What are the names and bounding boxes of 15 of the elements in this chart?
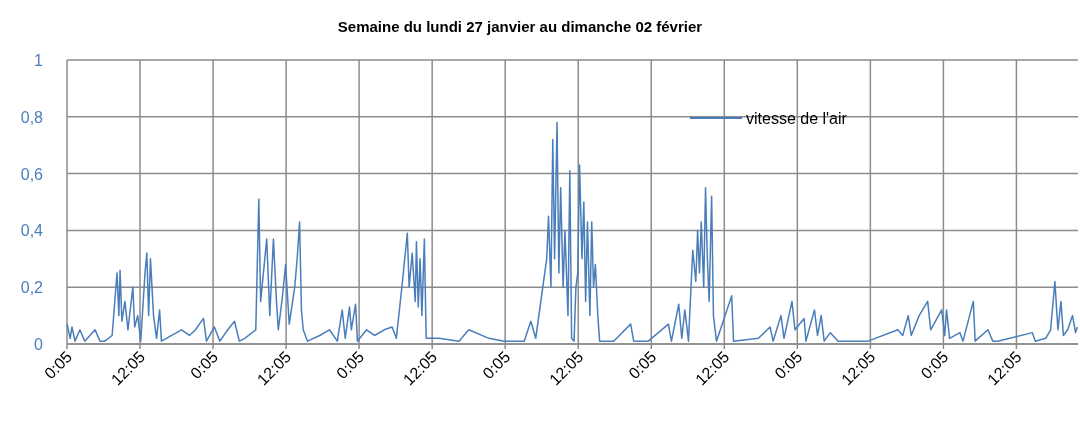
y-tick-label: 0,2 [20, 279, 44, 297]
chart-title: Semaine du lundi 27 janvier au dimanche 02 février [337, 18, 703, 35]
x-tick-label: 0:05 [41, 348, 76, 383]
y-tick-label: 1 [34, 52, 44, 69]
y-tick-label: 0 [34, 336, 44, 353]
x-tick-label: 0:05 [917, 348, 952, 383]
x-tick-label: 0:05 [625, 348, 660, 383]
y-tick-label: 0,6 [20, 165, 44, 183]
y-tick-label: 0,4 [20, 222, 44, 240]
x-tick-label: 0:05 [333, 348, 368, 383]
x-tick-label: 0:05 [771, 348, 806, 383]
x-tick-label: 0:05 [187, 348, 222, 383]
legend-label: vitesse de l'air [746, 110, 848, 127]
x-tick-label: 0:05 [479, 348, 514, 383]
y-tick-label: 0,8 [20, 108, 44, 126]
